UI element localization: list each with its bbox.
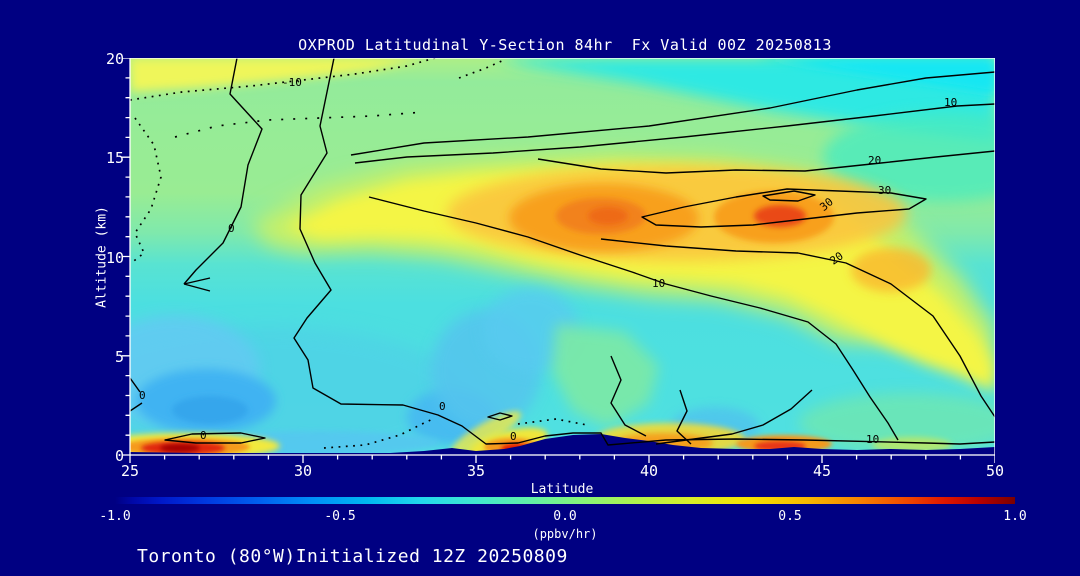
- x-tick-45: 45: [812, 462, 832, 480]
- x-tick-30: 30: [293, 462, 313, 480]
- axis-ticks: [122, 58, 995, 463]
- contour-label-neg10: -10: [282, 76, 302, 89]
- colorbar-tick-05: 0.5: [778, 509, 802, 524]
- contour-label-0a: 0: [228, 222, 235, 235]
- contour-label-10b: 10: [944, 96, 958, 109]
- y-tick-15: 15: [105, 149, 124, 167]
- x-tick-50: 50: [985, 462, 1005, 480]
- contour-label-0b: 0: [139, 389, 146, 402]
- filled-contour-field: [130, 58, 995, 455]
- cross-section-plot: [122, 58, 995, 463]
- y-tick-20: 20: [105, 50, 124, 68]
- colorbar-tick-neg05: -0.5: [324, 509, 356, 524]
- contour-label-0d: 0: [439, 400, 446, 413]
- terrain-mask: [130, 434, 995, 455]
- contour-label-30a: 30: [878, 184, 892, 197]
- x-tick-35: 35: [466, 462, 486, 480]
- y-tick-0: 0: [114, 447, 124, 465]
- x-tick-25: 25: [120, 462, 140, 480]
- dotted-negative-contours: [130, 58, 588, 449]
- contour-lines: [130, 58, 995, 449]
- contour-label-10a: 10: [652, 277, 666, 290]
- plot-border: [129, 58, 995, 456]
- x-axis-title: Latitude: [530, 482, 594, 497]
- contour-label-0e: 0: [510, 430, 517, 443]
- y-tick-10: 10: [105, 249, 124, 267]
- colorbar-tick-0: 0.0: [553, 509, 577, 524]
- colorbar: [115, 497, 1015, 504]
- contour-label-20a: 20: [868, 154, 882, 167]
- colorbar-tick-1: 1.0: [1003, 509, 1027, 524]
- y-tick-5: 5: [114, 348, 124, 366]
- contour-label-10c: 10: [866, 433, 880, 446]
- page-title: OXPROD Latitudinal Y-Section 84hr Fx Val…: [298, 36, 832, 54]
- contour-label-0c: 0: [200, 429, 207, 442]
- x-tick-40: 40: [639, 462, 659, 480]
- init-annotation: Toronto (80°W)Initialized 12Z 20250809: [137, 546, 568, 567]
- colorbar-units-label: (ppbv/hr): [532, 527, 598, 541]
- colorbar-tick-neg1: -1.0: [99, 509, 131, 524]
